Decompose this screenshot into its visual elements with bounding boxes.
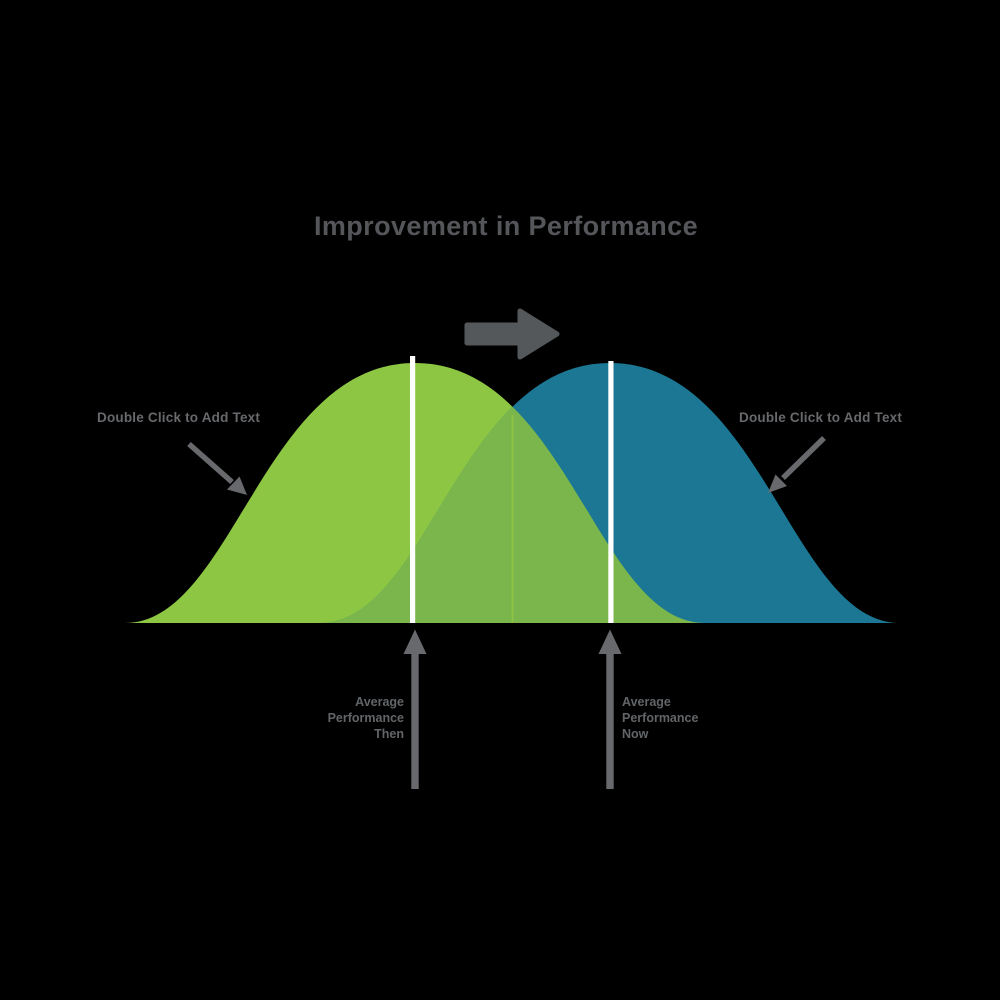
overlap-divider-line xyxy=(511,415,514,623)
label-average-now[interactable]: Average Performance Now xyxy=(622,694,744,742)
hint-arrow-right-head xyxy=(768,474,787,493)
hint-arrow-right-shaft xyxy=(781,436,826,480)
label-line: Performance xyxy=(622,711,699,725)
label-line: Then xyxy=(374,727,404,741)
improvement-right-arrow-icon[interactable] xyxy=(464,308,560,360)
up-arrow-then-icon[interactable] xyxy=(403,629,427,790)
label-average-then[interactable]: Average Performance Then xyxy=(282,694,404,742)
hint-arrow-left-head xyxy=(227,476,247,495)
hint-label-left[interactable]: Double Click to Add Text xyxy=(97,410,261,425)
hint-label-right[interactable]: Double Click to Add Text xyxy=(739,410,903,425)
diagram-title[interactable]: Improvement in Performance xyxy=(313,211,698,241)
mean-line-then xyxy=(410,356,416,623)
label-line: Average xyxy=(622,695,671,709)
mean-line-now xyxy=(608,361,614,623)
label-line: Average xyxy=(355,695,404,709)
hint-arrow-right-icon[interactable] xyxy=(768,436,826,493)
up-arrow-now-icon[interactable] xyxy=(598,629,622,790)
hint-arrow-left-icon[interactable] xyxy=(187,441,247,495)
label-line: Performance xyxy=(327,711,404,725)
hint-arrow-left-shaft xyxy=(187,441,234,485)
label-line: Now xyxy=(622,727,649,741)
